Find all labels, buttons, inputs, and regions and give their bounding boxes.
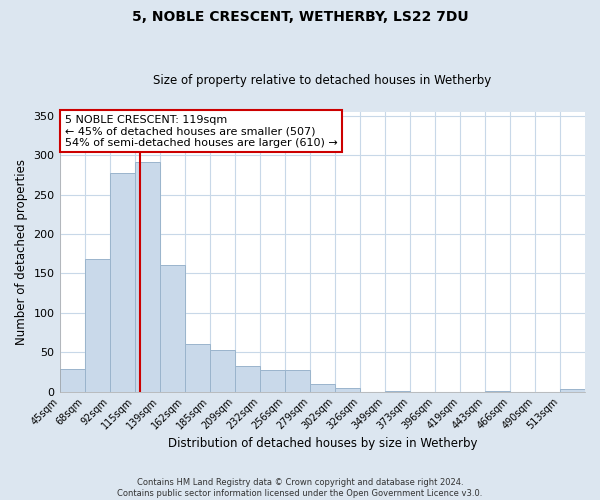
X-axis label: Distribution of detached houses by size in Wetherby: Distribution of detached houses by size …	[167, 437, 477, 450]
Title: Size of property relative to detached houses in Wetherby: Size of property relative to detached ho…	[153, 74, 491, 87]
Text: Contains HM Land Registry data © Crown copyright and database right 2024.
Contai: Contains HM Land Registry data © Crown c…	[118, 478, 482, 498]
Bar	[560, 390, 585, 392]
Y-axis label: Number of detached properties: Number of detached properties	[15, 158, 28, 344]
Bar	[59, 369, 85, 392]
Bar	[134, 162, 160, 392]
Text: 5 NOBLE CRESCENT: 119sqm
← 45% of detached houses are smaller (507)
54% of semi-: 5 NOBLE CRESCENT: 119sqm ← 45% of detach…	[65, 114, 338, 148]
Bar	[209, 350, 235, 392]
Bar	[160, 264, 185, 392]
Bar	[110, 174, 134, 392]
Text: 5, NOBLE CRESCENT, WETHERBY, LS22 7DU: 5, NOBLE CRESCENT, WETHERBY, LS22 7DU	[131, 10, 469, 24]
Bar	[285, 370, 310, 392]
Bar	[85, 259, 110, 392]
Bar	[485, 391, 510, 392]
Bar	[385, 391, 410, 392]
Bar	[310, 384, 335, 392]
Bar	[335, 388, 360, 392]
Bar	[260, 370, 285, 392]
Bar	[185, 344, 209, 392]
Bar	[235, 366, 260, 392]
